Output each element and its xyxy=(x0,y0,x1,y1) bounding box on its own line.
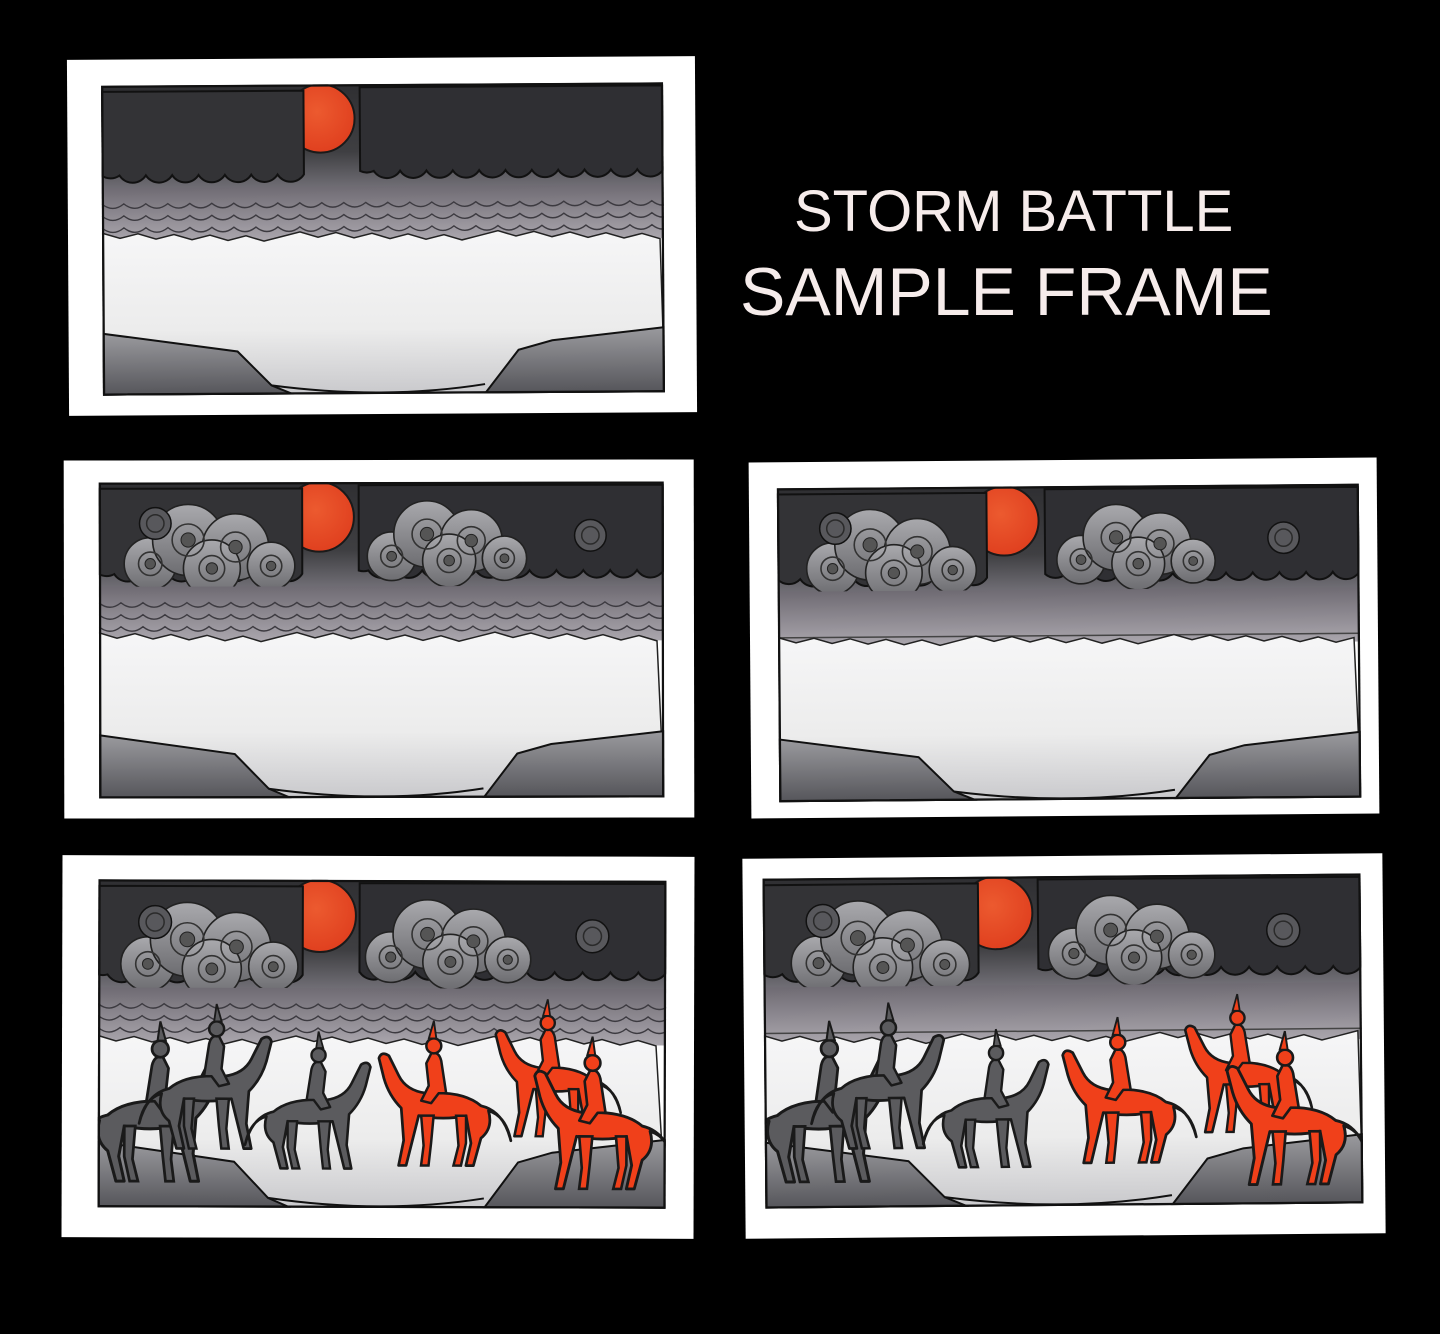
swirl-cloud-small-right xyxy=(1266,912,1301,948)
horizon-line xyxy=(763,1027,1362,1035)
storyboard-frame-4 xyxy=(61,855,695,1239)
haze-band xyxy=(98,585,665,642)
frame-1-artwork xyxy=(101,82,665,396)
frame-border xyxy=(98,481,665,799)
swirl-cloud-small-left xyxy=(137,904,173,940)
red-rider-3 xyxy=(533,1036,667,1191)
swirl-cloud-left xyxy=(123,503,296,598)
dark-rider-1 xyxy=(762,1020,892,1184)
dark-rider-3 xyxy=(921,1028,1050,1169)
wave-band xyxy=(97,1002,667,1035)
swirl-cloud-small-left xyxy=(138,506,172,541)
red-rider-1 xyxy=(377,1020,513,1167)
wave-band xyxy=(98,600,665,632)
frame-scene xyxy=(98,481,665,799)
dark-rider-3 xyxy=(243,1031,372,1170)
swirl-cloud-left xyxy=(805,508,978,602)
swirl-cloud-left xyxy=(119,901,299,1000)
frame-scene xyxy=(776,483,1362,803)
storyboard-frame-1 xyxy=(66,56,698,416)
swirl-cloud-small-right xyxy=(1267,521,1301,555)
frame-5-artwork xyxy=(762,873,1364,1209)
storyboard-frame-2 xyxy=(63,459,695,819)
frame-2-artwork xyxy=(98,481,665,799)
storyboard-frame-5 xyxy=(742,853,1386,1239)
swirl-cloud-small-left xyxy=(818,512,852,546)
swirl-cloud-right xyxy=(364,899,532,991)
frame-scene xyxy=(762,873,1364,1209)
wave-band xyxy=(101,199,665,234)
swirl-cloud-small-right xyxy=(573,518,607,552)
haze-band xyxy=(763,982,1362,1045)
haze-band xyxy=(777,587,1361,647)
dark-rider-2 xyxy=(137,1003,273,1150)
dark-rider-2 xyxy=(810,1002,946,1150)
frame-scene xyxy=(97,879,667,1209)
dark-cloud-bank-right xyxy=(358,84,665,180)
frame-scene xyxy=(101,82,665,396)
frame-4-artwork xyxy=(97,879,667,1209)
red-rider-1 xyxy=(1061,1016,1198,1165)
dark-cloud-bank-left xyxy=(101,89,305,184)
swirl-cloud-small-left xyxy=(805,903,840,939)
frame-3-artwork xyxy=(776,483,1362,803)
swirl-cloud-small-right xyxy=(575,919,610,954)
swirl-cloud-right xyxy=(366,500,528,588)
frame-border xyxy=(101,82,665,396)
frame-border xyxy=(762,873,1364,1209)
frame-border xyxy=(97,879,667,1209)
swirl-cloud-right xyxy=(1047,894,1216,987)
title-storm-battle: STORM BATTLE xyxy=(794,179,1234,244)
storyboard-frame-3 xyxy=(748,457,1380,819)
title-sample-frame: SAMPLE FRAME xyxy=(740,254,1273,330)
haze-band xyxy=(101,184,665,242)
swirl-cloud-right xyxy=(1056,503,1216,591)
haze-band xyxy=(98,987,667,1046)
frame-border xyxy=(776,483,1362,803)
horizon-line xyxy=(777,632,1360,639)
red-rider-3 xyxy=(1225,1030,1364,1187)
